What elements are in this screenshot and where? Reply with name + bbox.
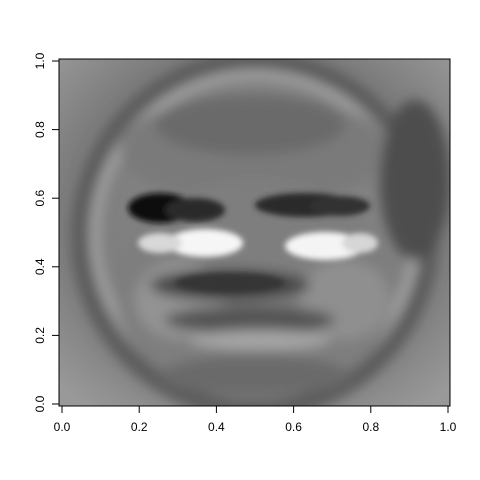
y-tick-label: 0.6 <box>33 190 47 207</box>
y-tick-label: 1.0 <box>33 52 47 69</box>
y-axis: 0.0 0.2 0.4 0.6 0.8 1.0 <box>33 52 59 412</box>
x-tick-label: 1.0 <box>440 420 457 434</box>
x-axis: 0.0 0.2 0.4 0.6 0.8 1.0 <box>54 406 457 434</box>
x-tick-label: 0.4 <box>208 420 225 434</box>
x-tick-label: 0.2 <box>131 420 148 434</box>
y-tick-label: 0.8 <box>33 121 47 138</box>
heatmap-image <box>59 59 450 410</box>
x-tick-label: 0.0 <box>54 420 71 434</box>
x-tick-label: 0.6 <box>285 420 302 434</box>
y-tick-label: 0.0 <box>33 395 47 412</box>
y-tick-label: 0.4 <box>33 258 47 275</box>
x-tick-label: 0.8 <box>362 420 379 434</box>
y-tick-label: 0.2 <box>33 327 47 344</box>
